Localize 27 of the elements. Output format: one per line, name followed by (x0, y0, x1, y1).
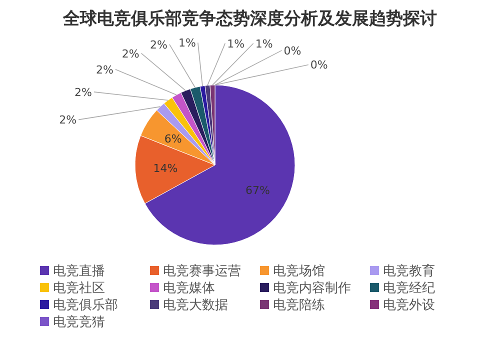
data-label: 2% (74, 86, 92, 99)
chart-title: 全球电竞俱乐部竞争态势深度分析及发展趋势探讨 (62, 9, 437, 29)
data-label: 67% (245, 184, 270, 198)
legend-label: 电竞内容制作 (273, 280, 351, 296)
legend-label: 电竞社区 (53, 281, 105, 296)
data-label: 2% (122, 47, 140, 60)
data-label: 14% (153, 162, 178, 176)
text: 0% (310, 58, 328, 72)
data-label: 1% (178, 36, 196, 50)
legend-label: 电竞经纪 (383, 281, 435, 296)
legend-label: 电竞陪练 (273, 298, 325, 313)
legend-label: 电竞直播 (53, 264, 105, 279)
legend-label: 电竞媒体 (163, 281, 215, 296)
legend-label: 电竞俱乐部 (53, 298, 118, 313)
data-label: 1% (255, 37, 273, 50)
data-label: 6% (164, 132, 182, 146)
data-label: 2% (59, 114, 77, 127)
legend-label: 电竞赛事运营 (163, 263, 241, 279)
legend-label: 电竞竞猜 (53, 315, 105, 330)
legend-label: 电竞大数据 (163, 298, 228, 313)
legend-label: 电竞教育 (383, 263, 435, 279)
data-label: 2% (96, 63, 114, 76)
text: 0% (284, 44, 302, 58)
legend-label: 电竞场馆 (273, 264, 325, 279)
data-label: 1% (227, 37, 245, 50)
data-label: 2% (150, 38, 168, 52)
legend-label: 电竞外设 (383, 298, 435, 313)
